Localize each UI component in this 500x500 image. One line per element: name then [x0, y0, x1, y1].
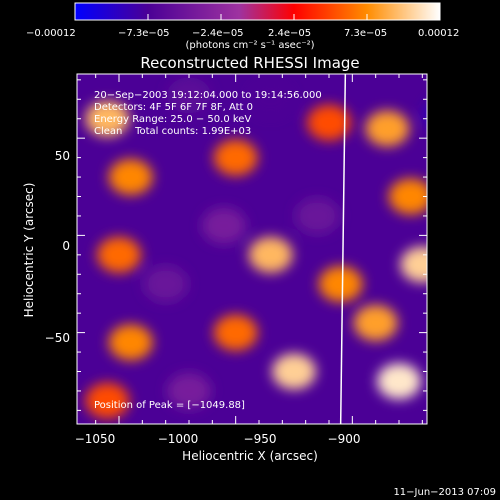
heatmap-blob — [108, 159, 153, 196]
colorbar-ticks — [74, 14, 441, 20]
heatmap-blob — [388, 178, 427, 215]
colorbar-tick-3: 2.4e−05 — [268, 28, 311, 39]
footer-date: 11−Jun−2013 07:09 — [393, 487, 496, 498]
x-tick-label-minus-1050: −1050 — [75, 432, 116, 446]
colorbar — [74, 2, 441, 21]
heatmap-blob — [167, 77, 211, 114]
heatmap-blob — [202, 207, 246, 244]
x-tick-label-minus-1000: −1000 — [158, 432, 199, 446]
heatmap-blob — [143, 266, 188, 302]
heatmap-blob — [248, 81, 293, 118]
colorbar-tick-5: 0.00012 — [418, 28, 459, 39]
heatmap-blob — [213, 314, 258, 351]
colorbar-tick-4: 7.3e−05 — [344, 28, 387, 39]
heatmap-blob — [377, 363, 421, 400]
annotation-time: 20−Sep−2003 19:12:04.000 to 19:14:56.000 — [94, 90, 322, 101]
heatmap-blob — [213, 139, 258, 176]
chart-title: Reconstructed RHESSI Image — [140, 54, 359, 72]
heatmap-blob — [97, 236, 141, 273]
limb-line — [339, 74, 347, 424]
heatmap-blob — [85, 100, 130, 137]
heatmap-blob — [167, 372, 211, 409]
heatmap-blob — [353, 304, 398, 341]
y-axis-label: Heliocentric Y (arcsec) — [22, 183, 36, 318]
heatmap-blob — [108, 324, 153, 361]
heatmap-blob — [248, 236, 293, 273]
peak-position-label: Position of Peak = [−1049.88] — [94, 400, 245, 411]
x-tick-label-minus-950: −950 — [244, 432, 277, 446]
y-tick-label-50: 50 — [55, 149, 70, 163]
heatmap-blob — [400, 246, 427, 283]
heatmap-blob — [423, 105, 427, 125]
x-tick-label-minus-900: −900 — [328, 432, 361, 446]
heatmap-blob — [85, 382, 130, 419]
colorbar-tick-0: −0.00012 — [26, 28, 76, 39]
annotation-detectors: Detectors: 4F 5F 6F 7F 8F, Att 0 — [94, 102, 253, 113]
colorbar-unit: (photons cm⁻² s⁻¹ asec⁻²) — [185, 40, 314, 51]
annotation-energy: Energy Range: 25.0 − 50.0 keV — [94, 114, 251, 125]
annotation-clean: Clean Total counts: 1.99E+03 — [94, 126, 251, 137]
colorbar-tick-1: −7.3e−05 — [118, 28, 170, 39]
plot-frame — [76, 73, 428, 425]
heatmap-blobs — [85, 77, 427, 419]
colorbar-tick-2: −2.4e−05 — [192, 28, 244, 39]
heatmap-blob — [307, 104, 351, 141]
axis-ticks — [77, 74, 427, 424]
heatmap-blob — [272, 353, 316, 390]
y-tick-label-minus-50: −50 — [45, 331, 70, 345]
heatmap-blob — [318, 266, 363, 302]
x-axis-label: Heliocentric X (arcsec) — [182, 449, 318, 463]
heatmap-blob — [295, 197, 340, 234]
y-tick-label-0: 0 — [62, 239, 70, 253]
heatmap-blob — [365, 110, 410, 147]
